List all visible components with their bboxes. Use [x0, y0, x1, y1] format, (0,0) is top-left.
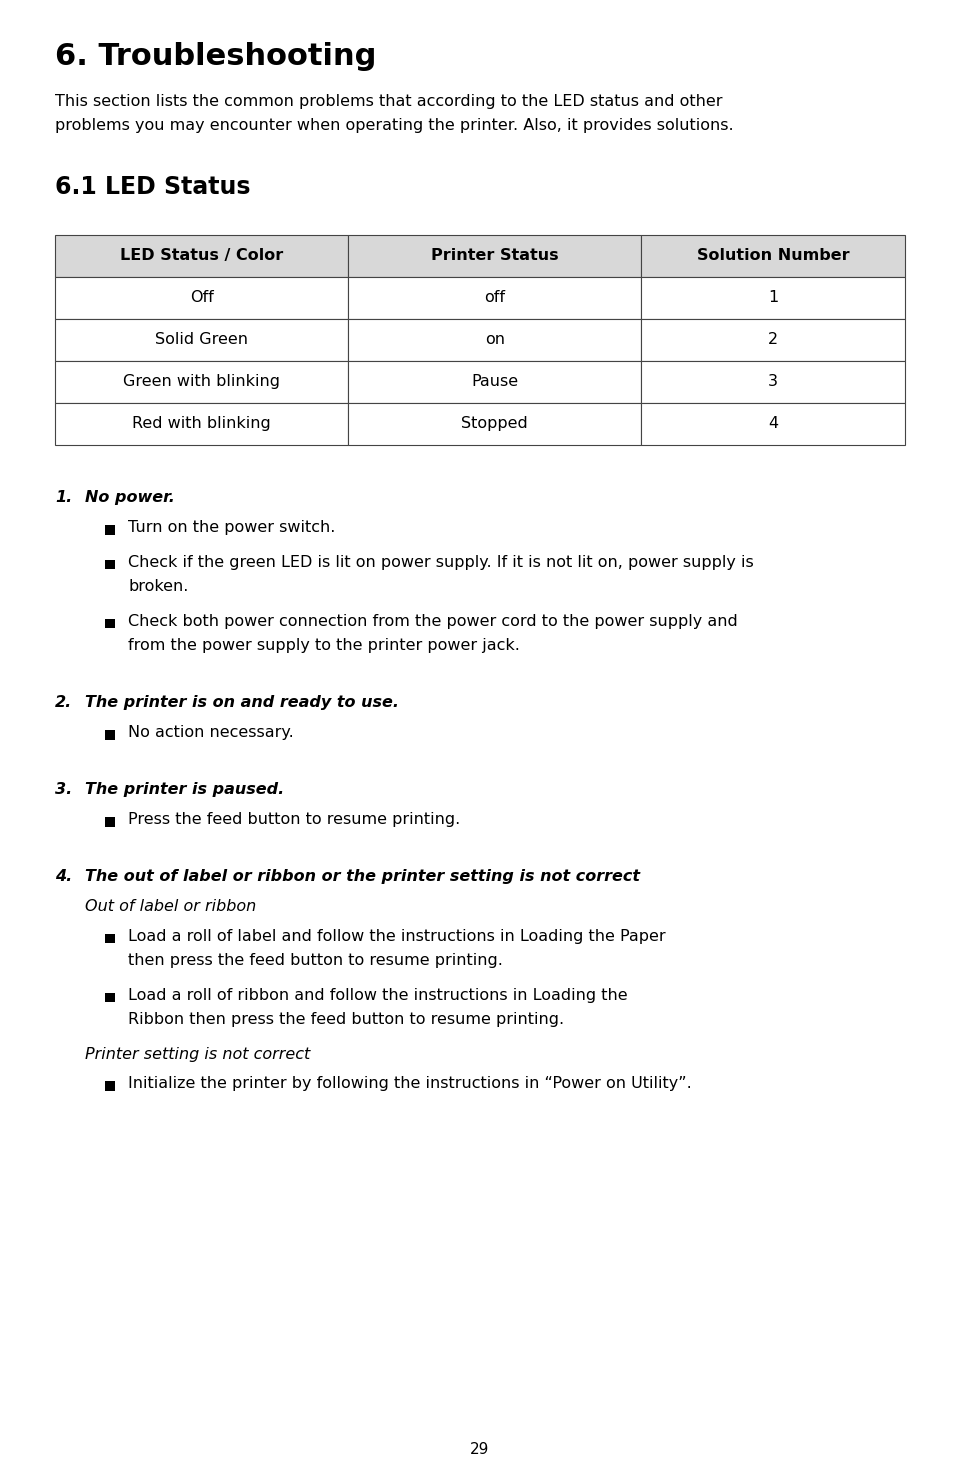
Bar	[348, 319, 641, 360]
Bar	[641, 319, 905, 360]
Bar	[348, 403, 641, 446]
Text: Out of label or ribbon: Out of label or ribbon	[85, 899, 256, 915]
Text: Red with blinking: Red with blinking	[132, 416, 271, 431]
Text: 2.: 2.	[55, 694, 72, 710]
Text: Printer Status: Printer Status	[431, 249, 559, 263]
Text: 1: 1	[768, 290, 779, 306]
Text: Check if the green LED is lit on power supply. If it is not lit on, power supply: Check if the green LED is lit on power s…	[128, 555, 754, 569]
Text: No power.: No power.	[85, 490, 175, 505]
Text: Printer setting is not correct: Printer setting is not correct	[85, 1047, 310, 1062]
Text: 29: 29	[470, 1442, 490, 1456]
Text: 2: 2	[768, 332, 779, 347]
Bar	[55, 235, 348, 277]
Bar	[641, 235, 905, 277]
Text: 4.: 4.	[55, 869, 72, 884]
Text: Check both power connection from the power cord to the power supply and: Check both power connection from the pow…	[128, 613, 737, 630]
Text: No action necessary.: No action necessary.	[128, 725, 294, 740]
Text: The printer is paused.: The printer is paused.	[85, 783, 284, 797]
Bar	[348, 360, 641, 403]
Text: 3.: 3.	[55, 783, 72, 797]
Text: Turn on the power switch.: Turn on the power switch.	[128, 521, 335, 535]
Text: Solid Green: Solid Green	[156, 332, 248, 347]
Text: 1.: 1.	[55, 490, 72, 505]
Text: The out of label or ribbon or the printer setting is not correct: The out of label or ribbon or the printe…	[85, 869, 640, 884]
Bar	[106, 1081, 115, 1090]
Text: Initialize the printer by following the instructions in “Power on Utility”.: Initialize the printer by following the …	[128, 1077, 692, 1091]
Text: 3: 3	[768, 375, 779, 390]
Bar	[106, 730, 115, 740]
Bar	[106, 619, 115, 628]
Bar	[106, 993, 115, 1002]
Text: Ribbon then press the feed button to resume printing.: Ribbon then press the feed button to res…	[128, 1012, 564, 1028]
Bar	[106, 525, 115, 534]
Text: off: off	[485, 290, 505, 306]
Text: 6.1 LED Status: 6.1 LED Status	[55, 175, 251, 199]
Text: Load a roll of ribbon and follow the instructions in Loading the: Load a roll of ribbon and follow the ins…	[128, 989, 628, 1003]
Bar	[55, 403, 348, 446]
Bar	[348, 235, 641, 277]
Text: broken.: broken.	[128, 580, 188, 594]
Text: 6. Troubleshooting: 6. Troubleshooting	[55, 43, 376, 71]
Text: from the power supply to the printer power jack.: from the power supply to the printer pow…	[128, 638, 520, 653]
Text: 4: 4	[768, 416, 779, 431]
Text: Pause: Pause	[471, 375, 518, 390]
Text: then press the feed button to resume printing.: then press the feed button to resume pri…	[128, 953, 503, 968]
Bar	[55, 360, 348, 403]
Bar	[348, 277, 641, 319]
Text: Green with blinking: Green with blinking	[123, 375, 280, 390]
Text: Load a roll of label and follow the instructions in Loading the Paper: Load a roll of label and follow the inst…	[128, 930, 665, 944]
Bar	[641, 360, 905, 403]
Text: This section lists the common problems that according to the LED status and othe: This section lists the common problems t…	[55, 94, 723, 109]
Text: Press the feed button to resume printing.: Press the feed button to resume printing…	[128, 812, 460, 828]
Text: Stopped: Stopped	[462, 416, 528, 431]
Text: problems you may encounter when operating the printer. Also, it provides solutio: problems you may encounter when operatin…	[55, 119, 733, 134]
Bar	[106, 559, 115, 569]
Text: Solution Number: Solution Number	[697, 249, 850, 263]
Bar	[641, 277, 905, 319]
Bar	[55, 319, 348, 360]
Bar	[106, 934, 115, 943]
Text: Off: Off	[190, 290, 213, 306]
Text: LED Status / Color: LED Status / Color	[120, 249, 283, 263]
Text: The printer is on and ready to use.: The printer is on and ready to use.	[85, 694, 399, 710]
Bar	[106, 816, 115, 827]
Text: on: on	[485, 332, 505, 347]
Bar	[55, 277, 348, 319]
Bar	[641, 403, 905, 446]
